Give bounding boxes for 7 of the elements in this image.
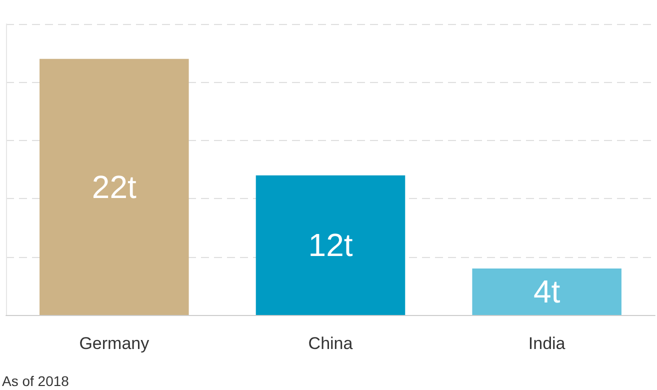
x-tick-label: India xyxy=(528,334,566,353)
data-label: 4t xyxy=(533,274,560,310)
data-label: 12t xyxy=(308,227,353,264)
x-tick-label: Germany xyxy=(79,334,150,353)
data-label: 22t xyxy=(92,168,137,205)
x-tick-label: China xyxy=(308,334,354,353)
text: As of 2018 xyxy=(2,373,70,389)
